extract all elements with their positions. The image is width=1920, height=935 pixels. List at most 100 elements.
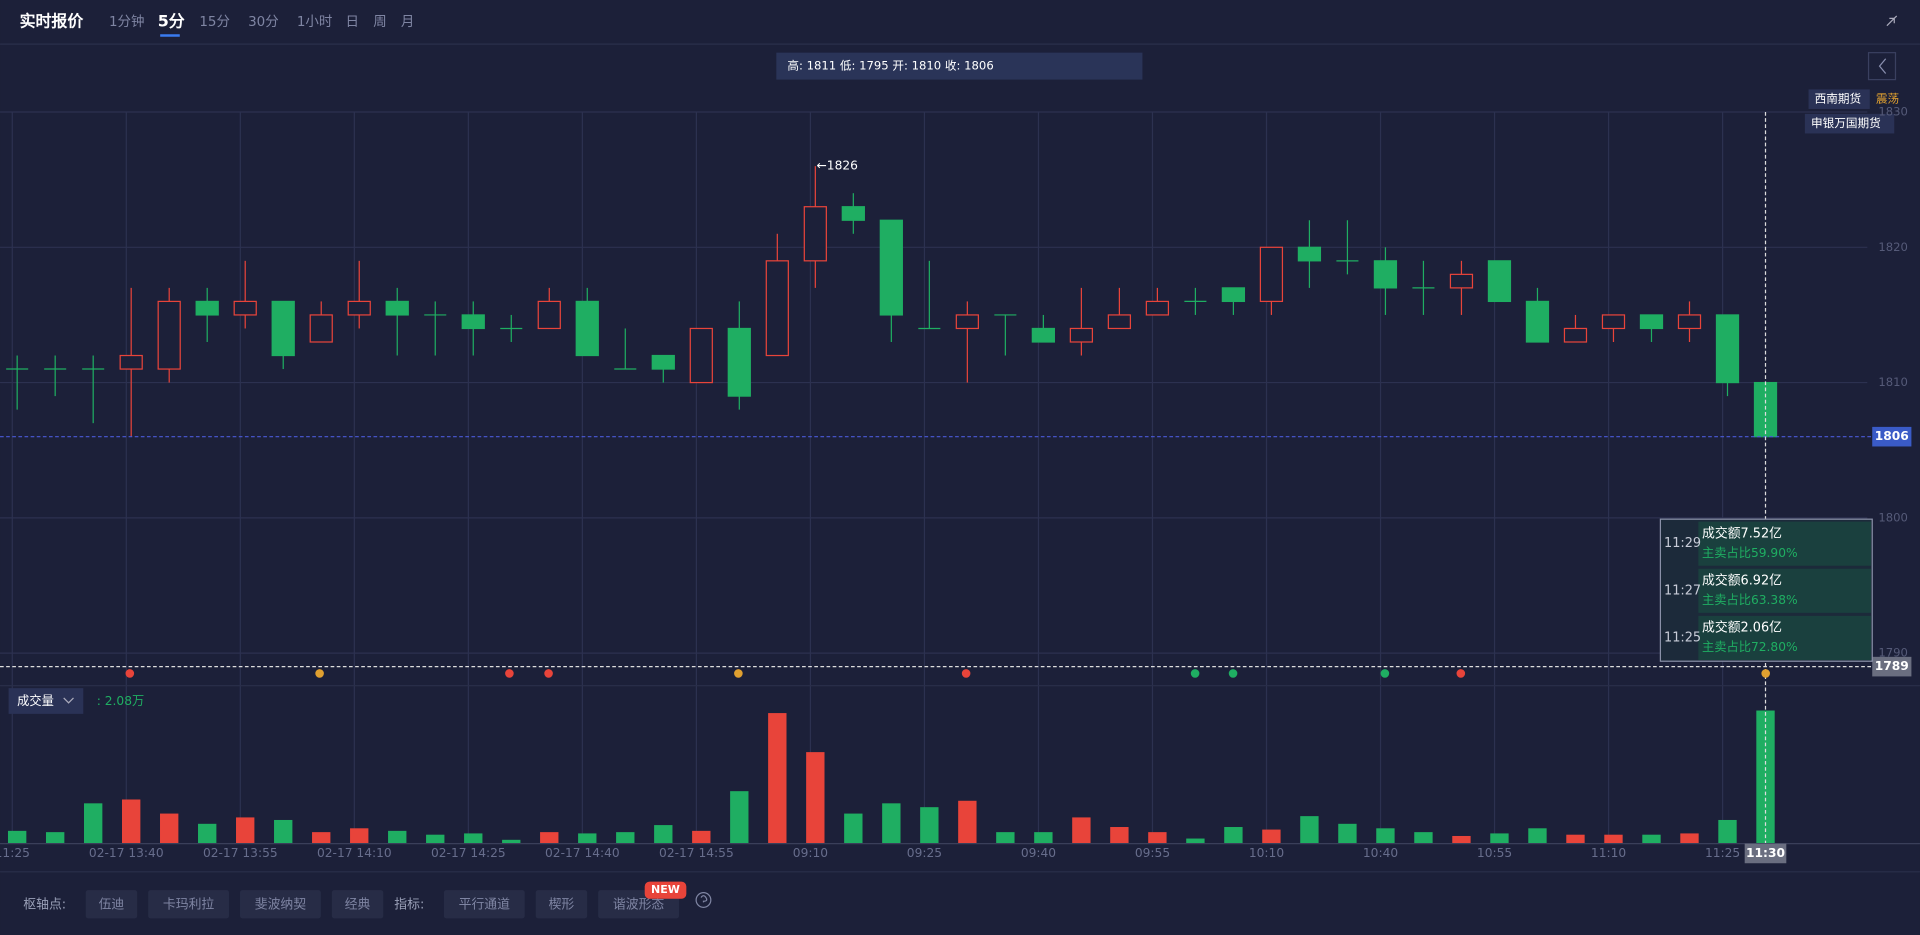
volume-bar	[236, 817, 255, 844]
broker-box[interactable]	[1808, 89, 1870, 109]
toolbar-button-label: 经典	[345, 897, 371, 912]
x-tick-label: 11:25	[0, 846, 30, 860]
x-tick-label: 02-17 14:10	[317, 846, 392, 860]
toolbar-button-label: 平行通道	[459, 897, 511, 912]
candle-body	[879, 219, 903, 316]
tooltip-ratio: 主卖占比63.38%	[1702, 592, 1798, 607]
x-crosshair-label-box	[1744, 843, 1787, 864]
broker-tag: 震荡	[1876, 92, 1899, 106]
volume-bar	[768, 713, 787, 844]
candle-body	[803, 206, 827, 262]
volume-bar	[1148, 832, 1167, 844]
event-marker[interactable]	[1380, 669, 1390, 678]
y-tick-label: 1800	[1878, 510, 1908, 524]
candle-body	[385, 300, 409, 316]
x-tick-label: 02-17 13:40	[89, 846, 164, 860]
event-marker[interactable]	[1456, 669, 1466, 678]
help-icon[interactable]	[695, 892, 712, 908]
event-marker[interactable]	[961, 669, 971, 678]
event-marker[interactable]	[734, 669, 743, 678]
x-tick-label: 09:10	[793, 846, 828, 860]
candle-body	[575, 300, 599, 357]
volume-bar	[1338, 823, 1357, 844]
candle-body	[1639, 314, 1664, 330]
tooltip-ratio: 主卖占比72.80%	[1702, 639, 1798, 654]
timeframe-tab[interactable]: 日	[346, 15, 359, 30]
dropdown-icon	[63, 697, 74, 704]
candle-body	[1221, 287, 1246, 303]
ohlc-summary: 高: 1811 低: 1795 开: 1810 收: 1806	[787, 59, 993, 73]
volume-bar	[1528, 828, 1547, 844]
tooltip-time: 11:29	[1664, 536, 1701, 551]
timeframe-tab[interactable]: 周	[373, 15, 386, 30]
candle-body	[195, 300, 219, 316]
high-annotation: ←1826	[817, 159, 859, 173]
volume-bar	[730, 791, 749, 844]
timeframe-tab[interactable]: 月	[401, 15, 414, 30]
side-toggle[interactable]	[1867, 52, 1897, 81]
toolbar-label: 枢轴点:	[23, 897, 66, 912]
x-tick-label: 11:25	[1705, 846, 1740, 860]
new-badge	[644, 881, 687, 899]
x-tick-label: 02-17 14:40	[545, 846, 620, 860]
candle-body	[1373, 260, 1398, 289]
crosshair-price-box	[1872, 656, 1912, 677]
timeframe-tab[interactable]: 30分	[248, 14, 279, 30]
collapse-icon[interactable]	[1886, 15, 1898, 27]
event-marker[interactable]	[1190, 669, 1200, 678]
timeframe-tab[interactable]: 1小时	[297, 14, 332, 30]
candle-body	[651, 354, 675, 370]
candle-body	[119, 354, 143, 370]
x-tick-label: 11:10	[1591, 846, 1626, 860]
candle-body	[1259, 246, 1284, 303]
x-tick-label: 02-17 14:25	[431, 846, 506, 860]
volume-bar	[502, 839, 521, 844]
volume-bar	[692, 830, 711, 844]
timeframe-tab[interactable]: 1分钟	[109, 13, 144, 30]
volume-bar	[1604, 834, 1623, 844]
broker-box[interactable]	[1804, 113, 1895, 134]
candle-body	[233, 300, 257, 316]
volume-bar	[1300, 816, 1319, 844]
candle-body	[727, 327, 751, 397]
volume-bar	[882, 803, 901, 844]
volume-bar	[958, 800, 977, 844]
broker-name: 西南期货	[1815, 92, 1862, 106]
tooltip-row	[1698, 568, 1872, 613]
toolbar-button[interactable]	[443, 890, 525, 919]
volume-bar	[1034, 832, 1053, 844]
toolbar-button[interactable]	[240, 890, 321, 919]
grid: 1790 1800 1810 1820 1830	[0, 105, 1908, 844]
y-tick-label: 1830	[1878, 105, 1908, 119]
event-marker[interactable]	[544, 669, 553, 678]
help-mark	[700, 895, 708, 903]
event-marker[interactable]	[125, 669, 135, 678]
volume-bar	[1414, 832, 1433, 844]
volume-bar	[1642, 834, 1661, 844]
x-tick-label: 02-17 14:55	[659, 846, 734, 860]
toolbar-button[interactable]	[535, 890, 588, 919]
event-marker[interactable]	[1228, 669, 1238, 678]
volume-bar	[654, 825, 673, 844]
toolbar-button[interactable]	[331, 890, 384, 919]
event-marker[interactable]	[1761, 669, 1770, 678]
volume-bar	[122, 799, 141, 844]
event-marker[interactable]	[315, 669, 324, 678]
x-crosshair-label: 11:30	[1746, 846, 1785, 860]
timeframe-tab[interactable]: 15分	[199, 14, 230, 30]
tooltip-time: 11:27	[1664, 583, 1701, 598]
toolbar-button[interactable]	[148, 890, 229, 919]
x-tick-label: 10:55	[1477, 846, 1512, 860]
toolbar-button-label: 伍迪	[99, 897, 125, 912]
x-tick-label: 10:10	[1249, 846, 1284, 860]
candle-body	[1031, 327, 1055, 343]
y-tick-label: 1790	[1878, 646, 1908, 660]
timeframe-tab[interactable]: 5分	[158, 12, 185, 31]
toolbar-button[interactable]	[85, 890, 138, 919]
candle-body	[1715, 314, 1740, 384]
x-tick-label: 09:55	[1135, 846, 1170, 860]
volume-bar	[312, 832, 331, 844]
x-tick-label: 09:40	[1021, 846, 1056, 860]
event-marker[interactable]	[505, 669, 514, 678]
